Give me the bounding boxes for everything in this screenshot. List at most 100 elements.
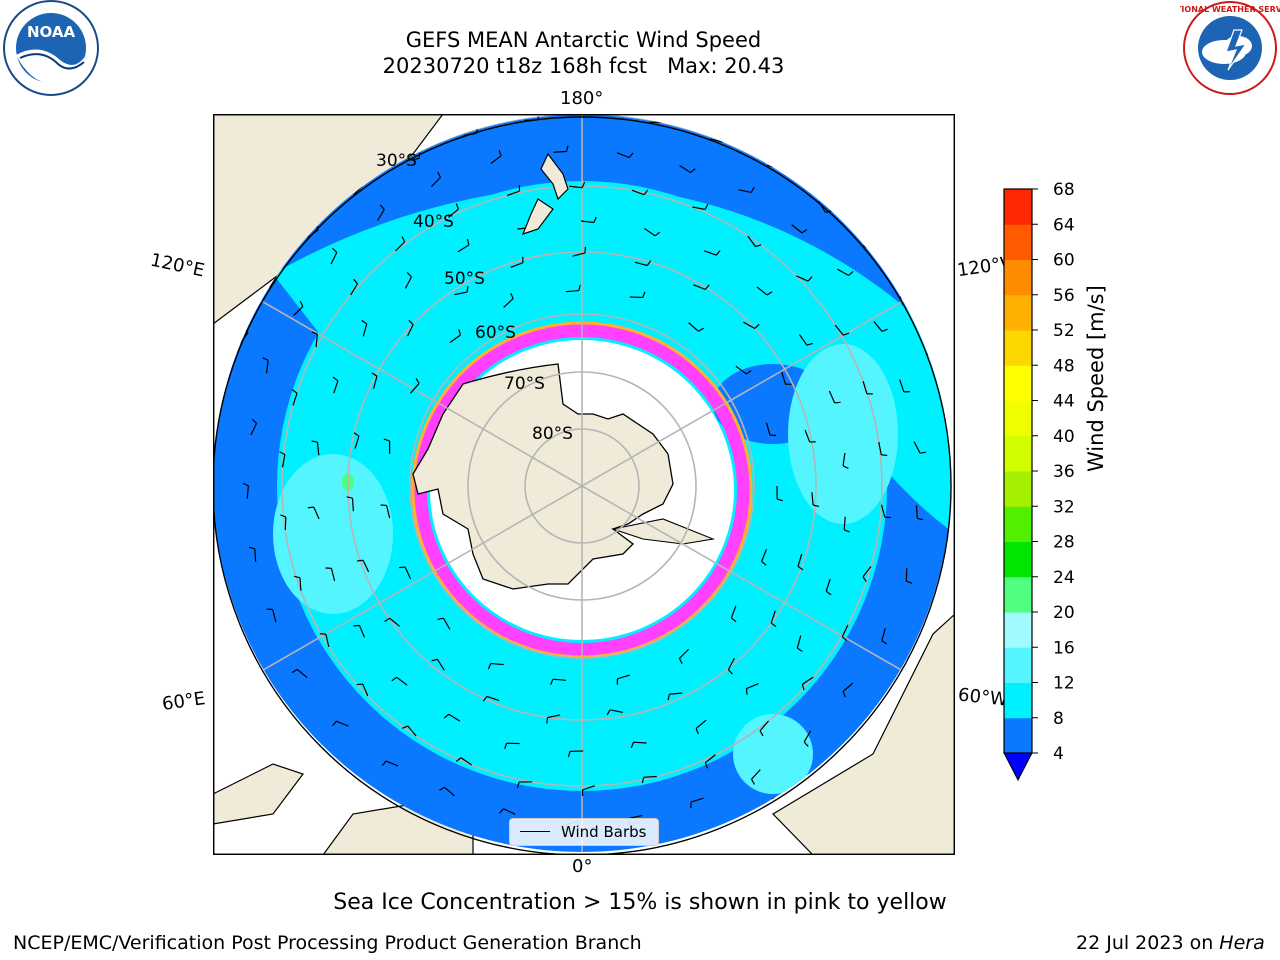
- wind-barb: [351, 498, 354, 512]
- wind-barb-flag: [381, 760, 387, 766]
- wind-barb: [797, 553, 803, 567]
- wind-barb-flag: [371, 372, 378, 377]
- wind-barb-flag: [704, 284, 710, 290]
- wind-barb: [828, 390, 836, 404]
- footer-host: Hera: [1219, 932, 1265, 954]
- colorbar-block: [1004, 612, 1032, 648]
- wind-barb: [873, 321, 883, 332]
- wind-barb-flag: [242, 482, 249, 487]
- wind-barb-flag: [391, 676, 398, 682]
- wind-barb: [913, 441, 921, 454]
- wind-barb: [862, 381, 868, 394]
- colorbar-block: [1004, 506, 1032, 542]
- wind-barb: [436, 658, 445, 671]
- wind-barb-flag: [361, 320, 368, 325]
- lat-label-30s: 30°S: [376, 151, 417, 171]
- wind-barb: [315, 334, 318, 348]
- wind-barb-flag: [750, 778, 755, 785]
- wind-barb: [631, 189, 645, 196]
- colorbar-tick-label: 28: [1053, 533, 1075, 553]
- wind-barb-flag: [695, 728, 699, 735]
- colorbar-block: [1004, 717, 1032, 754]
- wind-barb-flag: [458, 329, 462, 336]
- wind-barb-flag: [797, 565, 804, 571]
- legend-barb-line: [520, 831, 550, 832]
- wind-barb: [362, 323, 368, 337]
- wind-barb: [802, 676, 814, 685]
- wind-barb-flag: [654, 231, 661, 237]
- wind-barb-flag: [299, 300, 304, 307]
- colorbar-tick-label: 60: [1053, 251, 1075, 271]
- colorbar-tick-label: 16: [1053, 638, 1075, 658]
- wind-barb-flag: [443, 713, 450, 719]
- wind-barb: [299, 577, 302, 591]
- wind-barb-flag: [803, 741, 809, 747]
- wind-barb: [503, 808, 516, 815]
- wind-barb: [688, 322, 699, 332]
- meridian-lines: [213, 114, 951, 852]
- wind-barb-flag: [546, 717, 549, 724]
- wind-barb-flag: [418, 152, 421, 159]
- colorbar-tick-label: 40: [1053, 427, 1075, 447]
- wind-barb: [795, 275, 809, 282]
- wind-barb: [679, 165, 691, 174]
- wind-barb-flag: [881, 328, 888, 332]
- wind-barb-flag: [311, 331, 318, 335]
- land-antarctic-peninsula: [610, 518, 716, 545]
- colorbar-tick-label: 36: [1053, 462, 1075, 482]
- wind-barb: [796, 635, 802, 649]
- lat-label-80s: 80°S: [532, 424, 573, 444]
- wind-barb: [316, 442, 320, 456]
- wind-barb-flag: [690, 168, 696, 174]
- wind-barb: [899, 379, 905, 393]
- wind-barb: [690, 797, 704, 803]
- wind-barb-flag: [248, 546, 255, 550]
- wind-barb: [448, 713, 461, 722]
- wind-barb: [547, 714, 561, 719]
- wind-barb: [269, 276, 277, 288]
- colorbar-tick-label: 48: [1053, 356, 1075, 376]
- wind-barb-flag: [357, 559, 364, 562]
- wind-barb-flag: [415, 377, 420, 384]
- colorbar-block: [1004, 576, 1032, 613]
- wind-barb: [727, 657, 735, 671]
- wind-barb: [634, 261, 648, 267]
- wind-barb-flag: [346, 496, 353, 499]
- wind-barb-flag: [383, 438, 390, 442]
- polar-map: [213, 114, 955, 855]
- wind-barb: [761, 549, 767, 562]
- wind-barb: [644, 227, 656, 237]
- wind-barb: [336, 720, 349, 727]
- wind-barb-flag: [755, 244, 762, 248]
- wind-barb: [679, 648, 690, 659]
- wind-barb-flag: [704, 203, 709, 210]
- wind-barb: [880, 504, 886, 518]
- wind-barb: [759, 720, 769, 732]
- wind-barb-flag: [806, 342, 813, 346]
- wind-barb: [629, 814, 643, 819]
- lat-label-50s: 50°S: [444, 269, 485, 289]
- wind-barb: [503, 298, 514, 308]
- colorbar-block: [1004, 435, 1032, 472]
- colorbar-tick-label: 20: [1053, 603, 1075, 623]
- land-africa-island: [213, 763, 304, 825]
- nws-logo: NATIONAL WEATHER SERVICE: [1180, 1, 1280, 95]
- wind-barb: [265, 360, 269, 374]
- wind-barb: [552, 678, 566, 681]
- colorbar-block: [1004, 294, 1032, 331]
- wind-barb: [798, 334, 808, 346]
- wind-barb: [284, 516, 287, 531]
- wind-barb-flag: [581, 181, 586, 188]
- wind-barb-flag: [759, 730, 764, 737]
- wind-barb-flag: [881, 640, 888, 645]
- wind-barb: [358, 625, 366, 638]
- wind-barb-flag: [754, 323, 760, 329]
- wind-barb: [781, 371, 787, 385]
- wind-barb: [372, 376, 378, 389]
- wind-barb: [410, 383, 420, 394]
- wind-barb: [862, 566, 872, 578]
- wind-barb: [572, 252, 586, 257]
- wind-barb: [756, 286, 768, 296]
- wind-barb: [693, 284, 706, 290]
- land-south-america: [772, 613, 955, 855]
